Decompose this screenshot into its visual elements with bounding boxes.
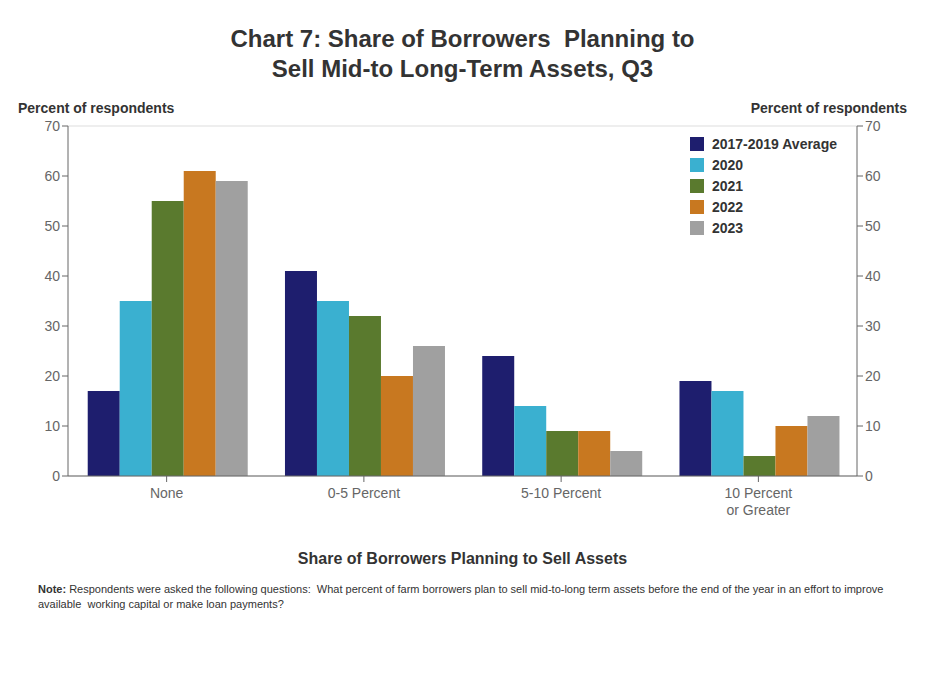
html-text:2017-2019 Average: 2017-2019 Average <box>711 136 837 152</box>
svg-text:50: 50 <box>865 218 881 234</box>
svg-text:70: 70 <box>44 118 60 134</box>
svg-text:0: 0 <box>865 468 873 484</box>
html-text:2021: 2021 <box>711 178 744 194</box>
svg-text:60: 60 <box>44 168 60 184</box>
html-text:2020: 2020 <box>711 157 744 173</box>
svg-text:0-5 Percent: 0-5 Percent <box>328 485 400 501</box>
svg-text:None: None <box>150 485 184 501</box>
html-text:Sell Mid-to Long-Term Assets,: Sell Mid-to Long-Term Assets, Q3 <box>271 55 654 82</box>
svg-text:50: 50 <box>44 218 60 234</box>
html-text:Note: Respondents were asked t: Note: Respondents were asked the followi… <box>38 583 887 610</box>
svg-text:5-10 Percent: 5-10 Percent <box>521 485 601 501</box>
svg-text:20: 20 <box>44 368 60 384</box>
html-text:2022: 2022 <box>711 199 744 215</box>
svg-text:20: 20 <box>865 368 881 384</box>
html-text:Share of Borrowers Planning to: Share of Borrowers Planning to Sell Asse… <box>297 550 628 567</box>
svg-text:0: 0 <box>52 468 60 484</box>
svg-text:30: 30 <box>865 318 881 334</box>
svg-text:70: 70 <box>865 118 881 134</box>
svg-text:10: 10 <box>44 418 60 434</box>
svg-text:10 Percentor Greater: 10 Percentor Greater <box>725 485 793 518</box>
html-text:Percent of respondents: Percent of respondents <box>750 100 907 116</box>
svg-text:40: 40 <box>44 268 60 284</box>
html-text:Chart 7: Share of Borrowers Pl: Chart 7: Share of Borrowers Planning to <box>230 25 695 52</box>
html-text:2023: 2023 <box>711 220 744 236</box>
svg-text:40: 40 <box>865 268 881 284</box>
svg-text:60: 60 <box>865 168 881 184</box>
svg-text:30: 30 <box>44 318 60 334</box>
svg-text:10: 10 <box>865 418 881 434</box>
html-text:Percent of respondents: Percent of respondents <box>18 100 175 116</box>
